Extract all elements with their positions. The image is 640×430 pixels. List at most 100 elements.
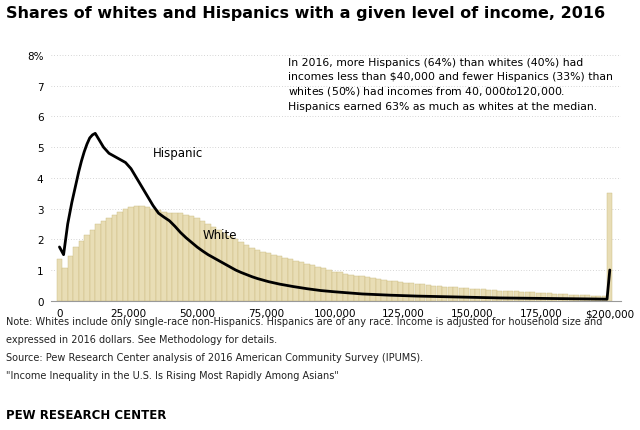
Bar <box>552 294 557 301</box>
Bar <box>140 206 145 301</box>
Bar <box>238 243 244 301</box>
Bar <box>442 287 447 301</box>
Bar <box>184 215 189 301</box>
Bar <box>255 250 260 301</box>
Bar <box>596 296 602 301</box>
Text: Shares of whites and Hispanics with a given level of income, 2016: Shares of whites and Hispanics with a gi… <box>6 6 605 22</box>
Bar <box>150 209 156 301</box>
Text: Source: Pew Research Center analysis of 2016 American Community Survey (IPUMS).: Source: Pew Research Center analysis of … <box>6 352 424 362</box>
Bar <box>337 273 343 301</box>
Bar <box>398 283 403 301</box>
Bar <box>447 287 453 301</box>
Bar <box>288 260 293 301</box>
Bar <box>607 194 612 301</box>
Bar <box>365 278 371 301</box>
Bar <box>541 293 547 301</box>
Text: In 2016, more Hispanics (64%) than whites (40%) had
incomes less than $40,000 an: In 2016, more Hispanics (64%) than white… <box>287 58 612 111</box>
Bar <box>161 212 166 301</box>
Text: Note: Whites include only single-race non-Hispanics. Hispanics are of any race. : Note: Whites include only single-race no… <box>6 316 603 326</box>
Bar <box>536 293 541 301</box>
Bar <box>250 249 255 301</box>
Bar <box>519 292 524 301</box>
Bar <box>475 289 481 301</box>
Bar <box>563 295 568 301</box>
Text: expressed in 2016 dollars. See Methodology for details.: expressed in 2016 dollars. See Methodolo… <box>6 334 278 344</box>
Bar <box>156 211 161 301</box>
Bar <box>101 221 106 301</box>
Bar <box>117 212 123 301</box>
Bar <box>580 295 585 301</box>
Bar <box>568 295 574 301</box>
Bar <box>310 266 316 301</box>
Bar <box>321 269 326 301</box>
Bar <box>293 261 299 301</box>
Bar <box>381 280 387 301</box>
Bar <box>172 214 178 301</box>
Bar <box>409 283 414 301</box>
Bar <box>178 214 183 301</box>
Bar <box>200 221 205 301</box>
Bar <box>271 255 276 301</box>
Bar <box>371 279 376 301</box>
Text: PEW RESEARCH CENTER: PEW RESEARCH CENTER <box>6 408 167 421</box>
Bar <box>195 218 200 301</box>
Bar <box>557 294 563 301</box>
Bar <box>574 295 579 301</box>
Bar <box>464 289 469 301</box>
Bar <box>547 294 552 301</box>
Bar <box>492 290 497 301</box>
Bar <box>513 292 519 301</box>
Bar <box>244 246 249 301</box>
Bar <box>90 230 95 301</box>
Bar <box>481 290 486 301</box>
Bar <box>57 260 62 301</box>
Bar <box>266 254 271 301</box>
Bar <box>332 272 337 301</box>
Bar <box>470 289 475 301</box>
Bar <box>486 290 492 301</box>
Text: Hispanic: Hispanic <box>153 146 204 160</box>
Bar <box>112 215 117 301</box>
Bar <box>68 257 73 301</box>
Bar <box>84 235 90 301</box>
Bar <box>134 206 139 301</box>
Bar <box>354 276 359 301</box>
Bar <box>106 218 111 301</box>
Bar <box>326 270 332 301</box>
Bar <box>95 224 100 301</box>
Bar <box>360 277 365 301</box>
Bar <box>227 237 233 301</box>
Bar <box>387 281 392 301</box>
Bar <box>74 247 79 301</box>
Bar <box>129 208 134 301</box>
Bar <box>222 233 227 301</box>
Bar <box>525 292 530 301</box>
Bar <box>123 209 128 301</box>
Bar <box>420 285 426 301</box>
Bar <box>426 286 431 301</box>
Bar <box>145 208 150 301</box>
Bar <box>348 275 354 301</box>
Bar <box>233 240 238 301</box>
Text: White: White <box>202 228 237 241</box>
Bar <box>167 214 172 301</box>
Bar <box>216 230 221 301</box>
Bar <box>585 296 591 301</box>
Bar <box>189 217 194 301</box>
Bar <box>602 296 607 301</box>
Bar <box>205 224 211 301</box>
Text: "Income Inequality in the U.S. Is Rising Most Rapidly Among Asians": "Income Inequality in the U.S. Is Rising… <box>6 370 339 380</box>
Bar <box>403 283 409 301</box>
Bar <box>502 291 508 301</box>
Bar <box>316 267 321 301</box>
Bar <box>436 286 442 301</box>
Bar <box>376 279 381 301</box>
Bar <box>260 252 266 301</box>
Bar <box>415 284 420 301</box>
Bar <box>392 282 398 301</box>
Bar <box>530 293 536 301</box>
Bar <box>431 286 436 301</box>
Bar <box>497 291 502 301</box>
Bar <box>299 263 304 301</box>
Bar <box>282 258 288 301</box>
